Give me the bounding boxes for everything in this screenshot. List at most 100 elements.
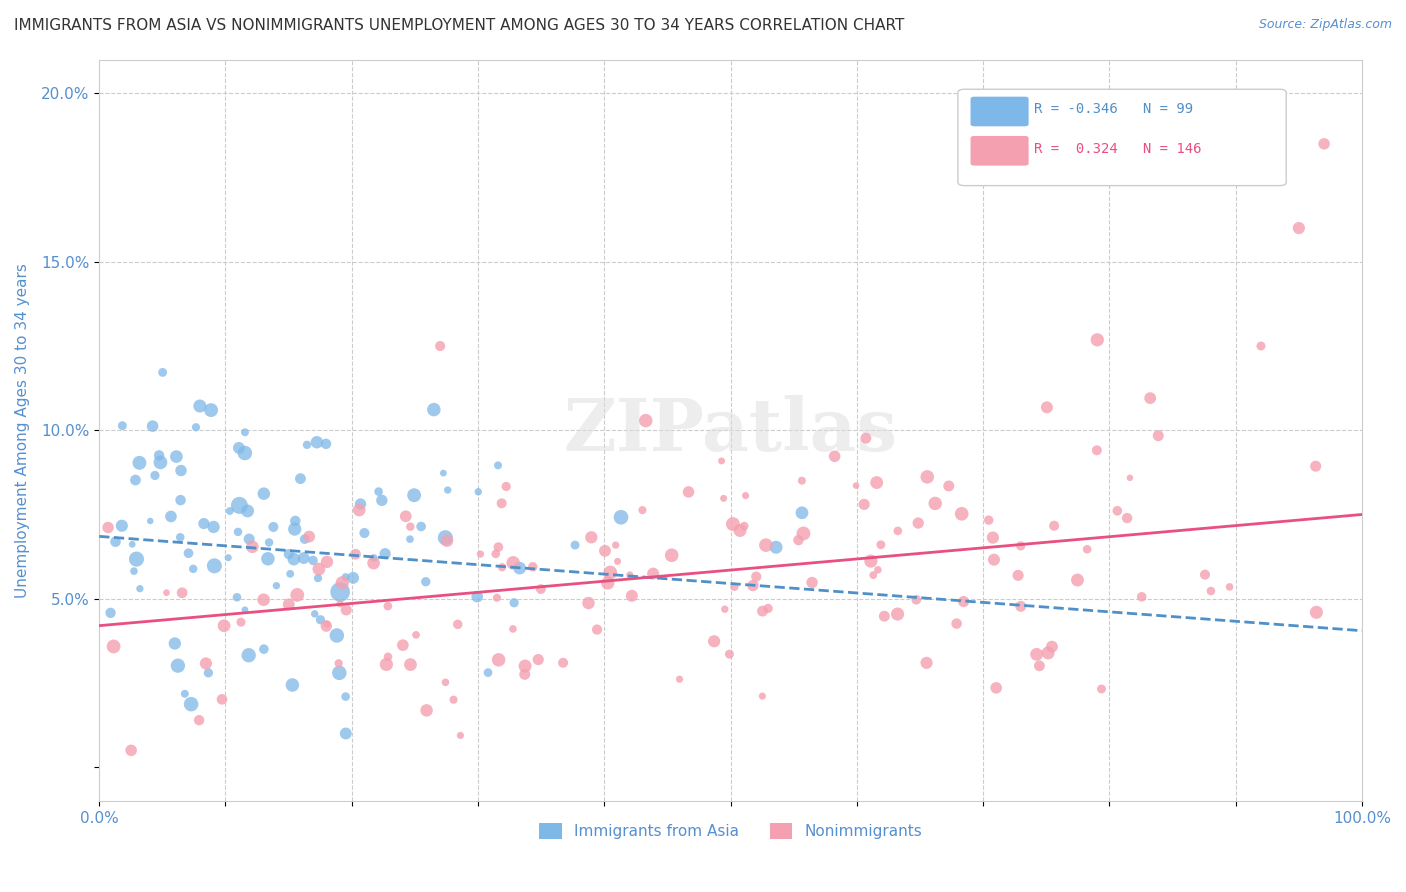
Point <box>721 516 744 531</box>
Point <box>485 547 508 561</box>
FancyBboxPatch shape <box>957 89 1286 186</box>
Point <box>330 575 353 590</box>
Point <box>1130 590 1153 604</box>
Point <box>262 520 284 534</box>
Point <box>170 464 193 478</box>
Point <box>194 657 217 671</box>
Text: R =  0.324   N = 146: R = 0.324 N = 146 <box>1033 142 1201 155</box>
Text: R = -0.346   N = 99: R = -0.346 N = 99 <box>1033 103 1192 116</box>
Point <box>485 591 508 605</box>
Point <box>169 493 191 508</box>
Point <box>202 520 225 534</box>
Point <box>200 403 222 417</box>
Point <box>1147 428 1170 442</box>
Point <box>643 566 665 581</box>
Point <box>347 503 370 517</box>
Point <box>233 446 256 460</box>
Point <box>728 524 751 538</box>
Point <box>142 419 165 434</box>
Point <box>211 692 233 706</box>
Point <box>197 665 219 680</box>
Point <box>703 634 725 648</box>
Point <box>477 665 499 680</box>
Point <box>751 604 773 618</box>
Point <box>945 616 967 631</box>
Point <box>124 473 146 487</box>
Point <box>718 647 741 661</box>
Point <box>315 437 337 451</box>
Point <box>180 697 202 711</box>
Point <box>599 566 621 580</box>
Y-axis label: Unemployment Among Ages 30 to 34 years: Unemployment Among Ages 30 to 34 years <box>15 263 30 598</box>
Point <box>295 438 318 452</box>
Point <box>522 559 544 574</box>
Point <box>1085 333 1108 347</box>
Point <box>363 551 385 566</box>
Point <box>551 656 574 670</box>
Point <box>678 484 700 499</box>
Point <box>530 582 553 596</box>
Point <box>129 582 152 596</box>
Point <box>745 569 768 583</box>
Point <box>177 546 200 560</box>
Point <box>1313 136 1336 151</box>
Point <box>447 617 470 632</box>
Point <box>316 617 339 632</box>
Point <box>104 534 127 549</box>
Point <box>668 672 690 686</box>
Point <box>155 585 177 599</box>
Point <box>981 531 1004 545</box>
Point <box>415 703 437 717</box>
Point <box>486 458 509 473</box>
Point <box>278 566 301 581</box>
Point <box>924 496 946 510</box>
Point <box>1119 471 1142 485</box>
Point <box>1043 518 1066 533</box>
Point <box>938 479 960 493</box>
Point <box>353 526 375 541</box>
Point <box>824 450 846 464</box>
Point <box>509 561 531 575</box>
Point <box>328 657 350 671</box>
Point <box>315 619 337 633</box>
Point <box>1036 646 1059 660</box>
Point <box>755 538 778 552</box>
Point <box>228 441 250 455</box>
Point <box>298 530 321 544</box>
Point <box>240 540 263 554</box>
Point <box>952 594 974 608</box>
Point <box>905 592 928 607</box>
Point <box>284 522 307 536</box>
Point <box>257 535 280 549</box>
Point <box>125 552 148 566</box>
Point <box>173 687 195 701</box>
Point <box>304 607 326 621</box>
Point <box>751 689 773 703</box>
Point <box>869 538 891 552</box>
Text: IMMIGRANTS FROM ASIA VS NONIMMIGRANTS UNEMPLOYMENT AMONG AGES 30 TO 34 YEARS COR: IMMIGRANTS FROM ASIA VS NONIMMIGRANTS UN… <box>14 18 904 33</box>
Point <box>226 591 249 605</box>
Point <box>111 418 134 433</box>
Point <box>491 496 513 510</box>
Point <box>363 556 385 570</box>
Point <box>631 503 654 517</box>
Point <box>661 548 683 562</box>
Point <box>128 456 150 470</box>
Point <box>619 568 641 582</box>
Point <box>792 526 814 541</box>
Point <box>335 603 357 617</box>
Point <box>907 516 929 530</box>
Point <box>160 509 183 524</box>
Text: Source: ZipAtlas.com: Source: ZipAtlas.com <box>1258 18 1392 31</box>
Point <box>855 431 877 445</box>
Point <box>302 553 325 567</box>
Point <box>596 576 619 591</box>
Point <box>423 402 446 417</box>
Point <box>100 606 122 620</box>
Point <box>238 532 260 546</box>
Point <box>307 571 329 585</box>
Point <box>887 524 910 538</box>
Point <box>620 589 643 603</box>
Point <box>710 454 733 468</box>
Point <box>1085 443 1108 458</box>
